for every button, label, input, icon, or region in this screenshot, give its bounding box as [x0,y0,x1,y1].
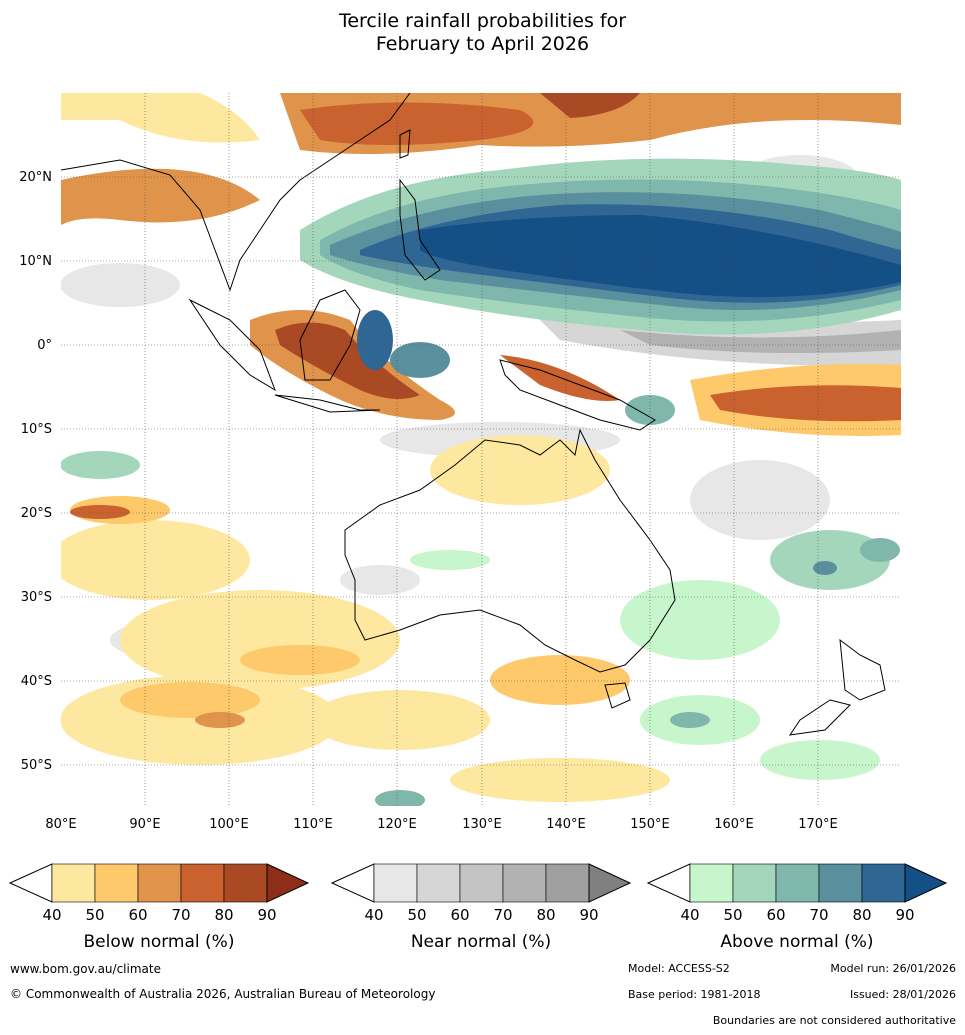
cb-tick: 90 [257,906,277,924]
cb-swatch [223,863,268,903]
lat-label: 20°N [19,170,52,185]
lat-label: 20°S [21,506,52,521]
gridlines [61,93,901,806]
cb-swatch [459,863,504,903]
australia-coast [344,428,676,673]
boundary-disclaimer: Boundaries are not considered authoritat… [712,1014,956,1027]
cb-swatch [689,863,734,903]
lon-label: 130°E [462,817,502,832]
coastlines [61,93,886,736]
lon-label: 110°E [293,817,333,832]
cb-tick: 40 [680,906,700,924]
cb-swatch [266,863,310,903]
cb-tick: 70 [809,906,829,924]
cb-tick: 70 [493,906,513,924]
cb-tick: 60 [766,906,786,924]
cb-swatch [330,863,375,903]
title-line-2: February to April 2026 [375,33,590,55]
lat-label: 40°S [21,674,52,689]
cb-swatch [137,863,182,903]
cb-swatch [8,863,53,903]
asia-coast [61,93,411,292]
lon-label: 80°E [45,817,76,832]
model-name: Model: ACCESS-S2 [628,962,730,975]
issued-date: Issued: 28/01/2026 [849,988,956,1001]
lat-label: 0° [37,338,52,353]
cb-swatch [775,863,820,903]
lon-label: 170°E [798,817,838,832]
lat-label: 50°S [21,758,52,773]
cb-swatch [502,863,547,903]
colorbar-near [330,863,632,903]
title-line-1: Tercile rainfall probabilities for [338,10,627,32]
colorbar-near-label: Near normal (%) [410,932,552,952]
cb-swatch [732,863,777,903]
lon-label: 160°E [714,817,754,832]
latitude-labels: 20°N 10°N 0° 10°S 20°S 30°S 40°S 50°S [19,170,52,773]
new-zealand-coast [788,638,886,736]
cb-swatch [861,863,906,903]
forecast-map: 80°E 90°E 100°E 110°E 120°E 130°E 140°E … [19,93,901,832]
lon-label: 100°E [209,817,249,832]
cb-tick: 50 [407,906,427,924]
new-guinea-coast [499,359,656,431]
cb-swatch [94,863,139,903]
copyright: © Commonwealth of Australia 2026, Austra… [10,987,436,1001]
philippines-coast [399,178,441,281]
model-run: Model run: 26/01/2026 [830,962,956,975]
lat-label: 30°S [21,590,52,605]
java-coast [274,394,381,413]
taiwan-coast [399,129,411,159]
cb-tick: 80 [214,906,234,924]
cb-tick: 50 [723,906,743,924]
cb-swatch [646,863,691,903]
tasmania-coast [604,682,631,709]
cb-tick: 40 [42,906,62,924]
lon-label: 120°E [377,817,417,832]
cb-swatch [416,863,461,903]
lat-label: 10°N [19,254,52,269]
cb-swatch [588,863,632,903]
cb-swatch [373,863,418,903]
colorbar-above-label: Above normal (%) [720,932,874,952]
lon-label: 140°E [546,817,586,832]
website-link[interactable]: www.bom.gov.au/climate [10,962,161,976]
cb-tick: 60 [450,906,470,924]
cb-tick: 80 [852,906,872,924]
lon-label: 150°E [630,817,670,832]
colorbar-above [646,863,948,903]
lat-label: 10°S [21,422,52,437]
cb-tick: 60 [128,906,148,924]
cb-swatch [818,863,863,903]
cb-tick: 80 [536,906,556,924]
cb-tick: 50 [85,906,105,924]
lon-label: 90°E [129,817,160,832]
colorbar-below-label: Below normal (%) [83,932,235,952]
base-period: Base period: 1981-2018 [628,988,761,1001]
cb-swatch [51,863,96,903]
cb-tick: 90 [895,906,915,924]
cb-tick: 90 [579,906,599,924]
cb-swatch [904,863,948,903]
cb-swatch [180,863,225,903]
longitude-labels: 80°E 90°E 100°E 110°E 120°E 130°E 140°E … [45,817,837,832]
colorbar-below [8,863,310,903]
cb-tick: 40 [364,906,384,924]
probability-field [61,93,901,806]
cb-tick: 70 [171,906,191,924]
cb-swatch [545,863,590,903]
borneo-coast [299,289,361,381]
map-title: Tercile rainfall probabilities for Febru… [0,10,965,56]
